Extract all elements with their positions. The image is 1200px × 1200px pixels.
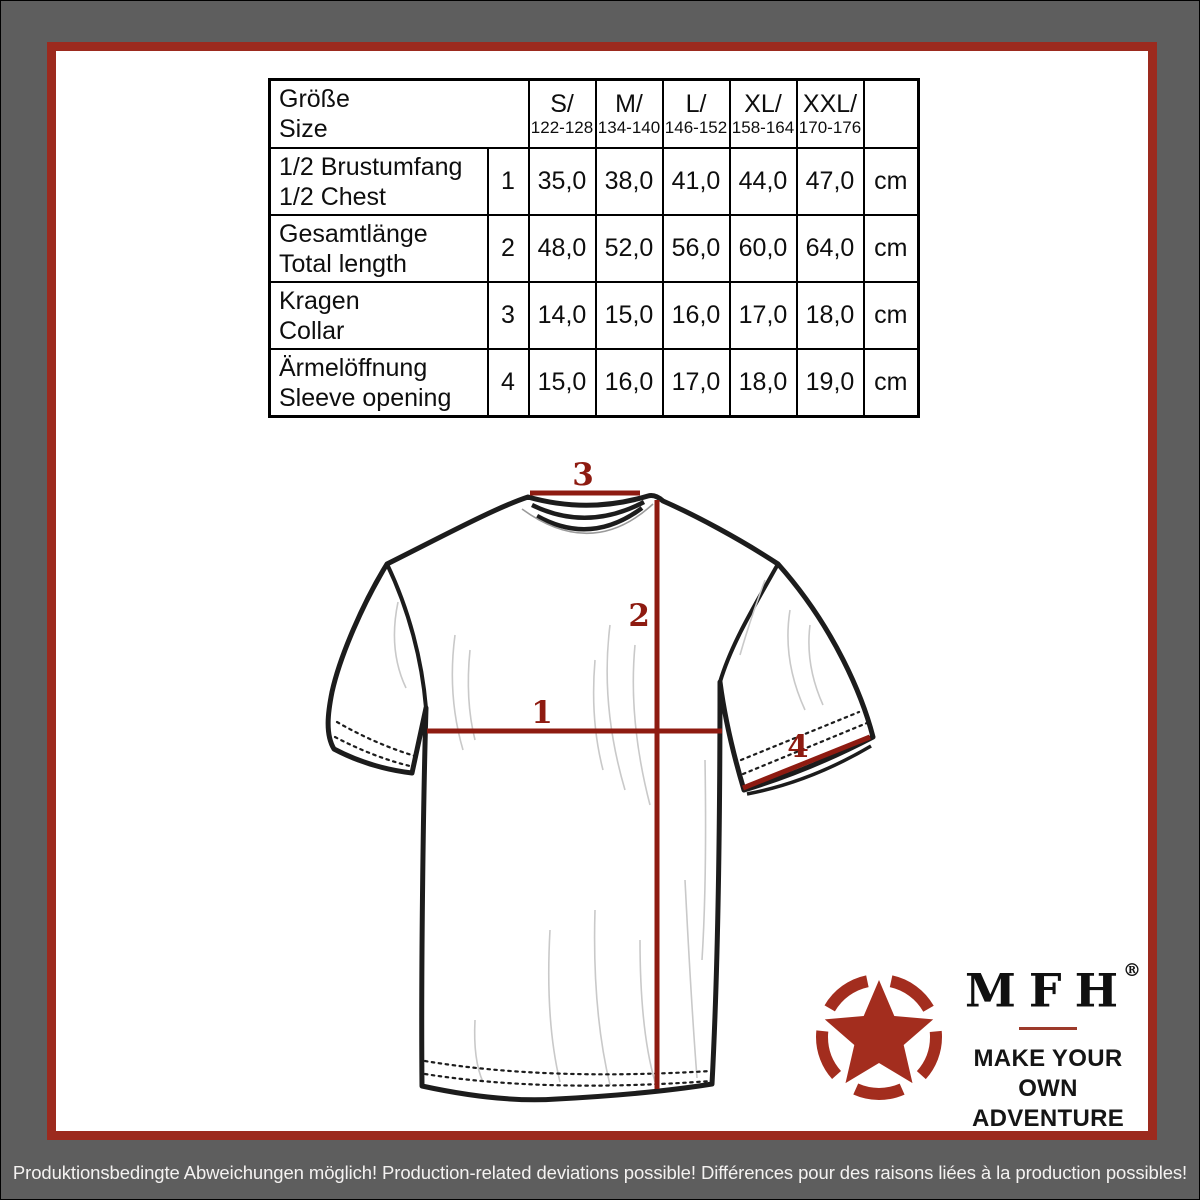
wrinkle-lines bbox=[393, 579, 824, 1086]
row-unit: cm bbox=[862, 147, 920, 216]
registered-mark: ® bbox=[1123, 960, 1142, 981]
header-col-m: M/ 134-140 bbox=[594, 78, 664, 149]
table-header-row: Größe Size S/ 122-128 M/ 134-140 L/ 146-… bbox=[268, 78, 920, 149]
row-number: 3 bbox=[486, 281, 530, 350]
stitch-lines bbox=[333, 710, 869, 1087]
table-row-sleeve: Ärmelöffnung Sleeve opening 4 15,0 16,0 … bbox=[268, 348, 920, 418]
row-label-cell: Gesamtlänge Total length bbox=[268, 214, 489, 283]
measure-label-2: 2 bbox=[628, 598, 650, 634]
brand-name: MFH® bbox=[965, 960, 1142, 1018]
size-table: Größe Size S/ 122-128 M/ 134-140 L/ 146-… bbox=[268, 78, 920, 418]
collar-band bbox=[531, 500, 646, 520]
right-sleeve-seam bbox=[718, 563, 780, 683]
disclaimer-text: Produktionsbedingte Abweichungen möglich… bbox=[12, 1162, 1188, 1183]
measure-label-3: 3 bbox=[572, 460, 594, 493]
star-icon bbox=[824, 980, 934, 1084]
table-row-chest: 1/2 Brustumfang 1/2 Chest 1 35,0 38,0 41… bbox=[268, 147, 920, 216]
header-col-s: S/ 122-128 bbox=[527, 78, 597, 149]
left-sleeve-seam bbox=[385, 563, 428, 709]
row-unit: cm bbox=[862, 348, 920, 418]
brand-divider bbox=[1019, 1027, 1077, 1031]
header-size-de: Größe bbox=[279, 85, 350, 113]
header-size-en: Size bbox=[279, 115, 328, 143]
header-col-xxl: XXL/ 170-176 bbox=[795, 78, 865, 149]
table-row-length: Gesamtlänge Total length 2 48,0 52,0 56,… bbox=[268, 214, 920, 283]
measurement-lines bbox=[427, 490, 871, 1089]
brand-tagline: MAKE YOUR OWN ADVENTURE bbox=[971, 1045, 1125, 1133]
row-label-cell: Ärmelöffnung Sleeve opening bbox=[268, 348, 489, 418]
collar-band-inner bbox=[535, 506, 644, 532]
measure-label-1: 1 bbox=[531, 695, 553, 731]
header-unit-cell bbox=[862, 78, 920, 149]
right-cuff-fold bbox=[746, 744, 872, 796]
header-col-xl: XL/ 158-164 bbox=[728, 78, 798, 149]
row-unit: cm bbox=[862, 214, 920, 283]
disclaimer-bar: Produktionsbedingte Abweichungen möglich… bbox=[0, 1146, 1200, 1200]
row-number: 2 bbox=[486, 214, 530, 283]
row-number: 1 bbox=[486, 147, 530, 216]
star-ring bbox=[816, 974, 942, 1100]
collar-seam bbox=[521, 503, 654, 535]
row-label-cell: Kragen Collar bbox=[268, 281, 489, 350]
brand-star-logo bbox=[816, 974, 942, 1100]
measure-line-sleeve bbox=[742, 734, 871, 791]
table-row-collar: Kragen Collar 3 14,0 15,0 16,0 17,0 18,0… bbox=[268, 281, 920, 350]
header-size-cell: Größe Size bbox=[268, 78, 530, 149]
header-col-l: L/ 146-152 bbox=[661, 78, 731, 149]
row-label-cell: 1/2 Brustumfang 1/2 Chest bbox=[268, 147, 489, 216]
brand-block: MFH® MAKE YOUR OWN ADVENTURE bbox=[952, 960, 1144, 1134]
tshirt-measure-diagram: 3 2 1 4 bbox=[325, 460, 876, 1103]
row-number: 4 bbox=[486, 348, 530, 418]
measure-label-4: 4 bbox=[787, 729, 809, 765]
tshirt-outline bbox=[325, 493, 876, 1103]
row-unit: cm bbox=[862, 281, 920, 350]
